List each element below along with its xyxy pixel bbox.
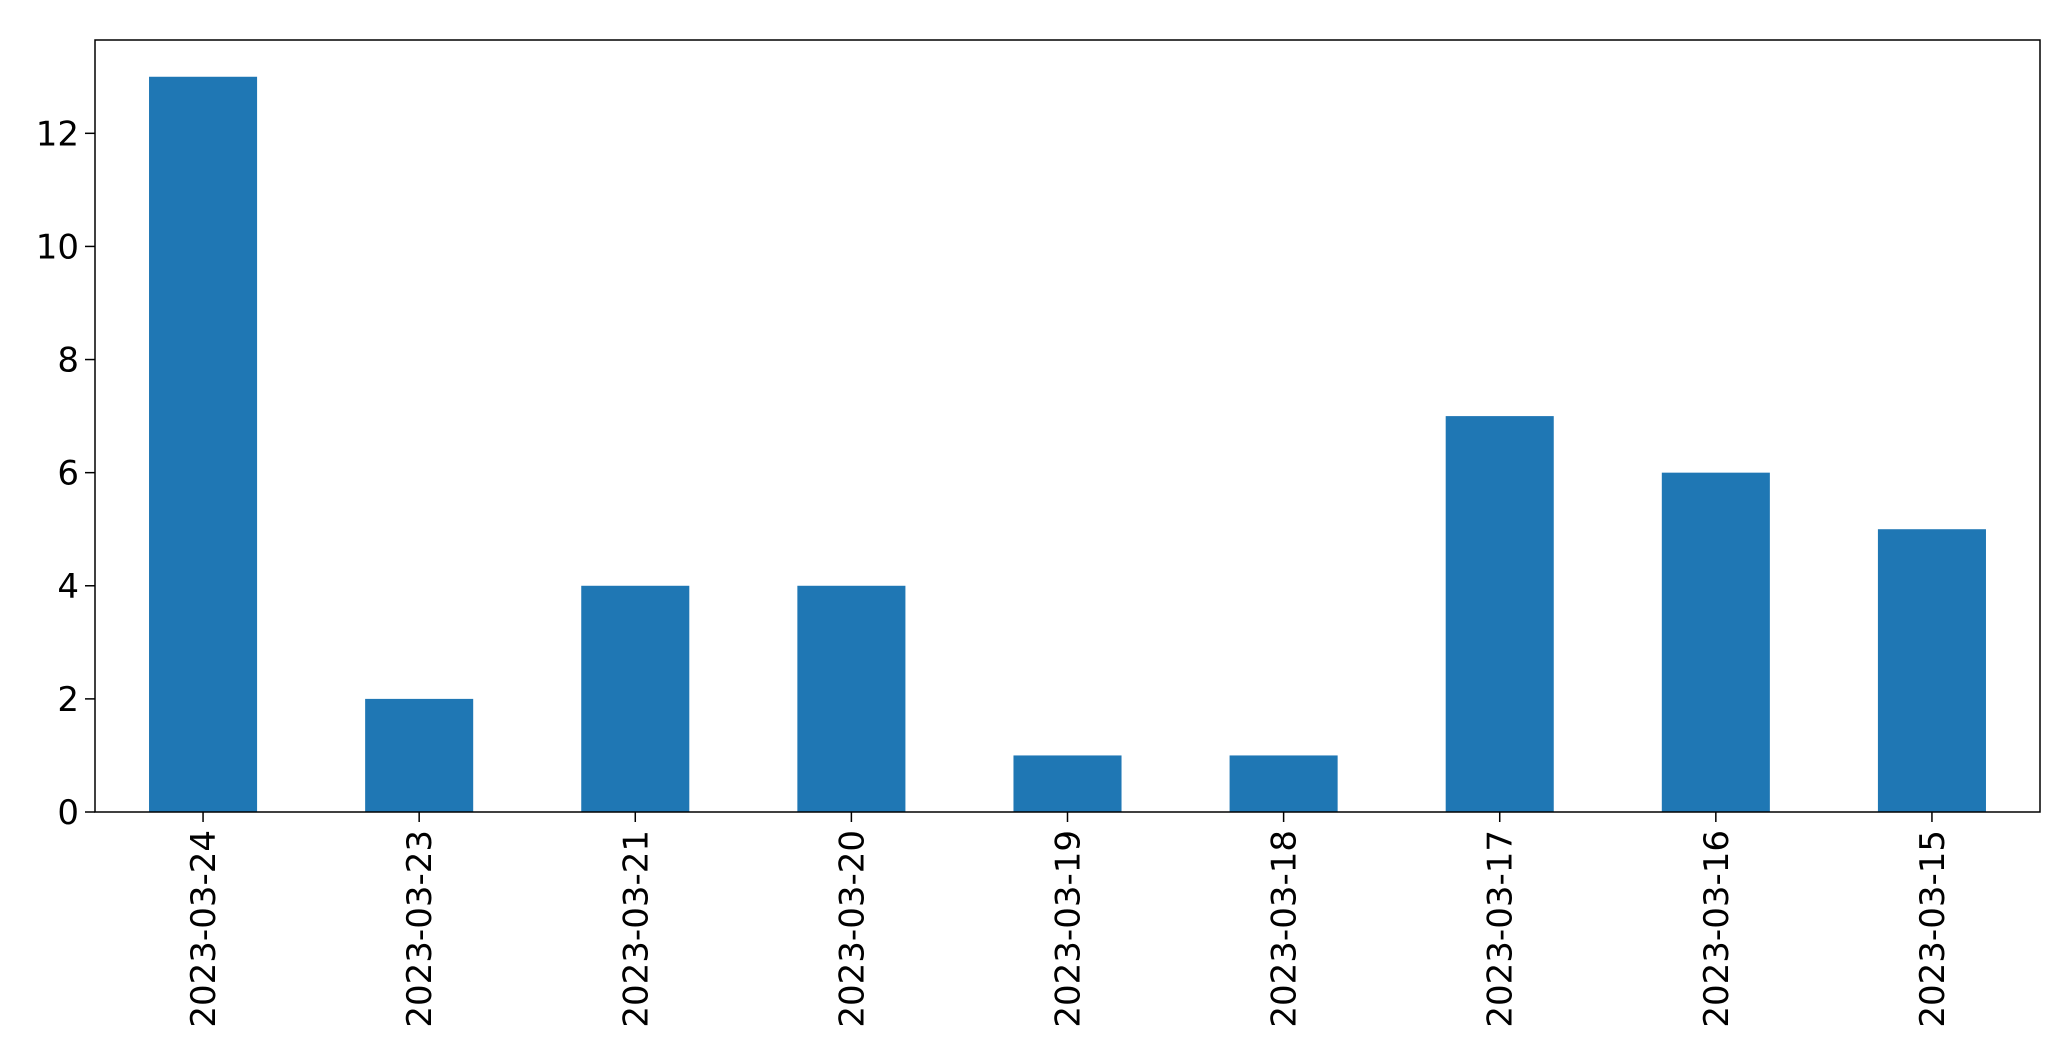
x-axis: 2023-03-24 2023-03-23 2023-03-21 2023-03-20… <box>184 812 1953 1028</box>
bar-2023-03-19 <box>1013 755 1122 812</box>
y-tick-label: 6 <box>57 454 79 494</box>
x-tick-label: 2023-03-16 <box>1697 830 1737 1028</box>
y-axis: 0 2 4 6 8 10 12 <box>36 114 95 833</box>
y-tick-label: 8 <box>57 341 79 381</box>
x-tick-label: 2023-03-23 <box>400 830 440 1028</box>
x-tick-label: 2023-03-19 <box>1049 830 1089 1028</box>
x-tick-label: 2023-03-17 <box>1481 830 1521 1028</box>
bar-2023-03-16 <box>1661 472 1770 812</box>
bar-2023-03-23 <box>365 698 474 812</box>
y-tick-label: 2 <box>57 680 79 720</box>
x-tick-label: 2023-03-20 <box>832 830 872 1028</box>
bar-2023-03-15 <box>1877 529 1986 812</box>
y-tick-label: 4 <box>57 567 79 607</box>
bar-2023-03-21 <box>581 585 690 812</box>
bars-group <box>149 76 1986 812</box>
y-tick-label: 12 <box>36 114 79 154</box>
y-tick-label: 10 <box>36 227 79 267</box>
bar-2023-03-20 <box>797 585 906 812</box>
plot-frame <box>94 39 2041 813</box>
x-tick-label: 2023-03-18 <box>1265 830 1305 1028</box>
x-tick-label: 2023-03-24 <box>184 830 224 1028</box>
bar-2023-03-17 <box>1445 416 1554 812</box>
x-tick-label: 2023-03-21 <box>616 830 656 1028</box>
x-tick-label: 2023-03-15 <box>1913 830 1953 1028</box>
bar-2023-03-24 <box>149 76 258 812</box>
bar-2023-03-18 <box>1229 755 1338 812</box>
y-tick-label: 0 <box>57 793 79 833</box>
